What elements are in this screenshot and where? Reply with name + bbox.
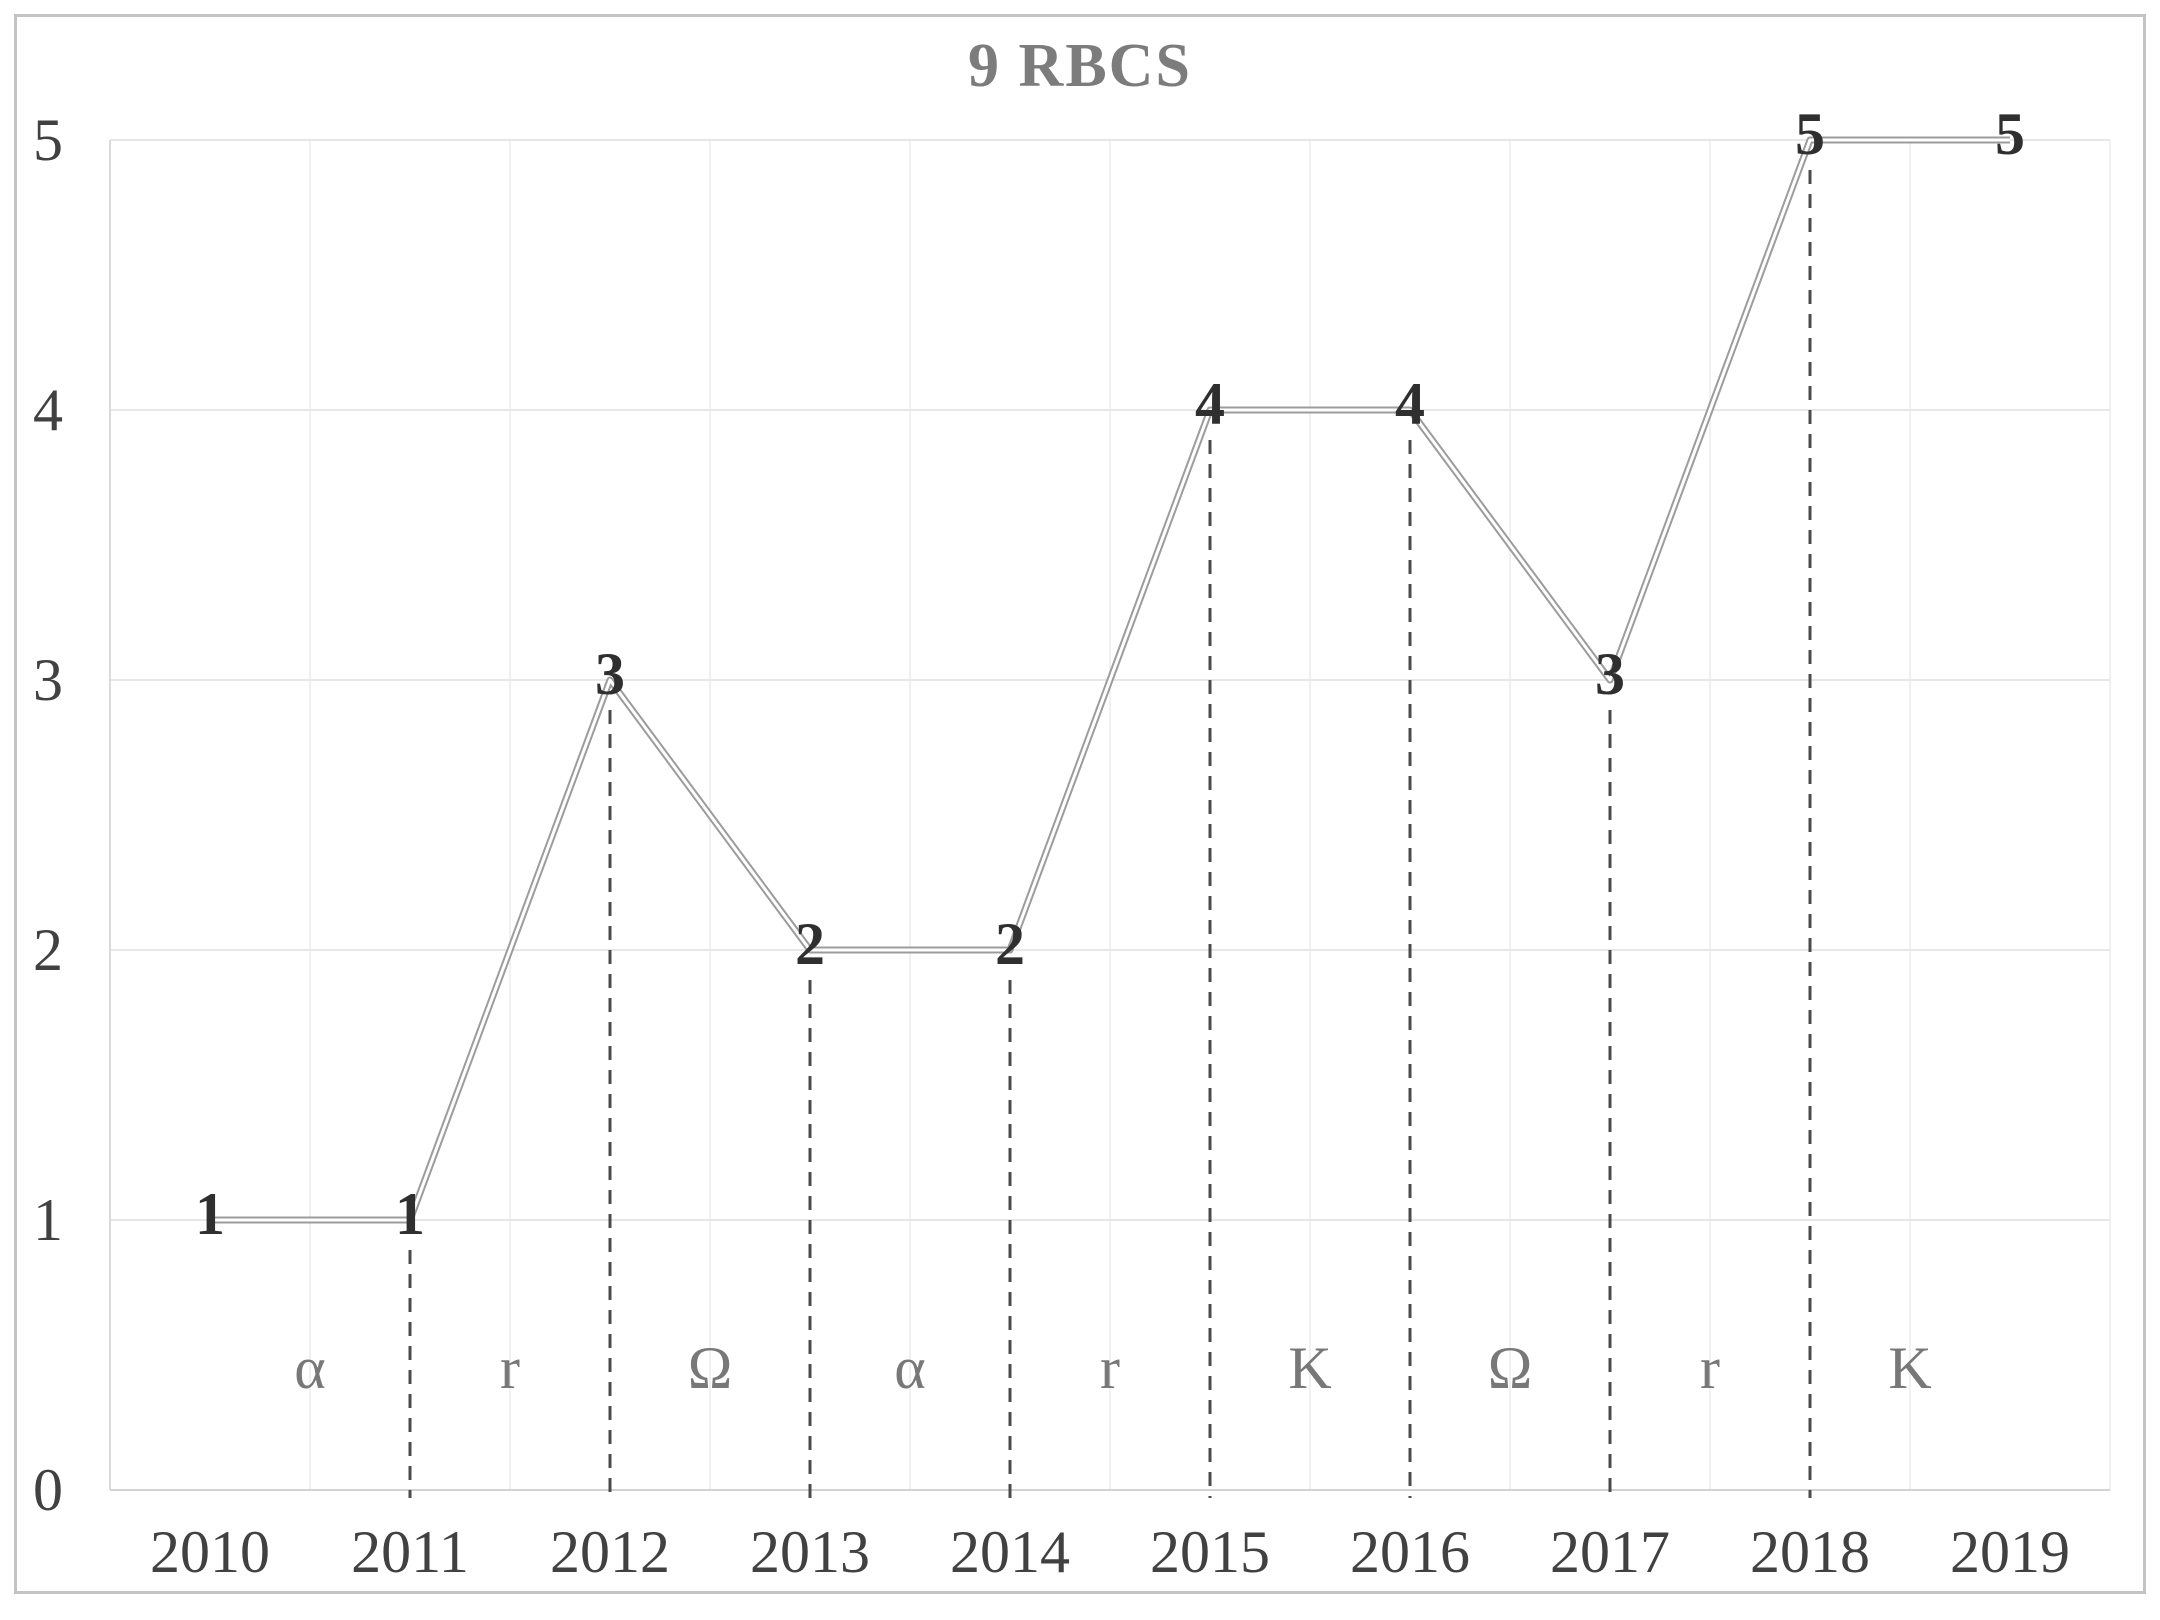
x-tick-label: 2014 xyxy=(950,1519,1070,1585)
y-tick-label: 2 xyxy=(33,917,63,983)
data-label: 2 xyxy=(995,911,1025,977)
data-label: 5 xyxy=(1995,101,2025,167)
phase-label: r xyxy=(500,1335,520,1401)
data-label: 2 xyxy=(795,911,825,977)
phase-label: K xyxy=(1288,1335,1331,1401)
data-label: 5 xyxy=(1795,101,1825,167)
y-tick-label: 5 xyxy=(33,107,63,173)
data-label: 3 xyxy=(595,641,625,707)
x-tick-label: 2018 xyxy=(1750,1519,1870,1585)
data-label: 3 xyxy=(1595,641,1625,707)
x-tick-label: 2013 xyxy=(750,1519,870,1585)
y-tick-label: 1 xyxy=(33,1187,63,1253)
phase-label: K xyxy=(1888,1335,1931,1401)
y-tick-label: 0 xyxy=(33,1457,63,1523)
x-tick-label: 2012 xyxy=(550,1519,670,1585)
phase-label: Ω xyxy=(688,1335,733,1401)
series-line-inner xyxy=(210,138,2010,1222)
chart-title: 9 RBCS xyxy=(968,32,1192,100)
x-tick-label: 2010 xyxy=(150,1519,270,1585)
phase-label: r xyxy=(1100,1335,1120,1401)
phase-label: α xyxy=(294,1335,325,1401)
y-tick-label: 4 xyxy=(33,377,63,443)
x-tick-label: 2017 xyxy=(1550,1519,1670,1585)
phase-label: r xyxy=(1700,1335,1720,1401)
data-label: 4 xyxy=(1395,371,1425,437)
data-label: 4 xyxy=(1195,371,1225,437)
x-tick-label: 2011 xyxy=(351,1519,469,1585)
x-tick-label: 2019 xyxy=(1950,1519,2070,1585)
data-label: 1 xyxy=(195,1181,225,1247)
phase-label: Ω xyxy=(1488,1335,1533,1401)
y-tick-label: 3 xyxy=(33,647,63,713)
x-tick-label: 2015 xyxy=(1150,1519,1270,1585)
x-tick-label: 2016 xyxy=(1350,1519,1470,1585)
phase-label: α xyxy=(894,1335,925,1401)
data-label: 1 xyxy=(395,1181,425,1247)
